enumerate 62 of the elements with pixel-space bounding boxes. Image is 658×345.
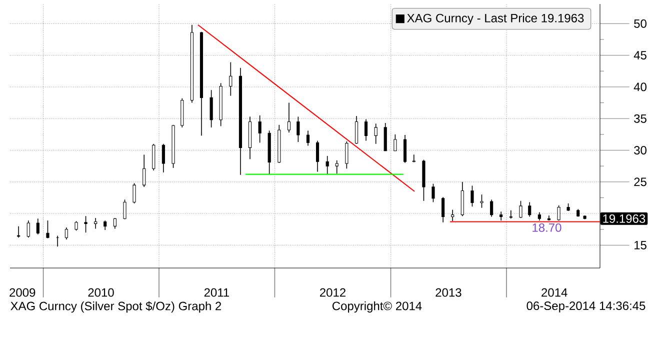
y-tick-label: 25 bbox=[634, 178, 646, 186]
candlestick bbox=[142, 154, 146, 188]
y-tick-label: 40 bbox=[634, 82, 646, 92]
annotation: 18.70 bbox=[532, 223, 562, 232]
text: 19.1963 bbox=[603, 214, 646, 223]
candlestick bbox=[152, 144, 156, 171]
text: Copyright© 2014 bbox=[332, 301, 422, 313]
x-tick-label: 2009 bbox=[10, 288, 36, 297]
candlestick bbox=[306, 130, 310, 146]
y-tick-label: 30 bbox=[634, 146, 646, 154]
candlestick bbox=[470, 185, 474, 207]
candlestick bbox=[364, 118, 368, 142]
candlestick bbox=[17, 226, 20, 238]
x-tick-label: 2014 bbox=[542, 288, 568, 297]
candlestick bbox=[94, 218, 98, 230]
candlestick bbox=[528, 202, 532, 218]
candlestick bbox=[490, 199, 494, 218]
candlestick bbox=[258, 115, 262, 144]
candlestick bbox=[46, 220, 50, 239]
candlestick bbox=[451, 209, 454, 222]
x-tick-label: 2011 bbox=[204, 288, 230, 297]
candlestick bbox=[557, 204, 560, 221]
y-tick-label: 45 bbox=[634, 51, 646, 60]
candlestick bbox=[74, 220, 78, 232]
legend-label: XAG Curncy - Last Price 19.1963 bbox=[407, 14, 584, 25]
candlestick bbox=[480, 194, 484, 208]
candlestick bbox=[26, 220, 30, 238]
candlestick bbox=[412, 154, 416, 163]
candlestick bbox=[210, 90, 213, 128]
candlestick bbox=[335, 160, 338, 174]
text: 06-Sep-2014 14:36:45 bbox=[526, 302, 646, 312]
x-tick-label: 2010 bbox=[88, 288, 114, 297]
candlestick bbox=[384, 122, 387, 152]
candlestick bbox=[104, 220, 107, 230]
candlestick bbox=[64, 227, 68, 240]
candlestick bbox=[374, 123, 378, 144]
candlestick bbox=[394, 134, 397, 152]
candlestick bbox=[113, 218, 116, 230]
y-tick-label: 35 bbox=[634, 114, 646, 123]
y-tick-label: 50 bbox=[634, 19, 646, 28]
candlestick bbox=[500, 211, 503, 221]
candlestick bbox=[162, 144, 165, 173]
y-tick-label: 15 bbox=[634, 241, 646, 250]
candlestick bbox=[442, 196, 445, 223]
candlestick bbox=[326, 156, 329, 175]
candlestick bbox=[123, 199, 126, 220]
x-tick-label: 2013 bbox=[436, 288, 462, 297]
x-tick-label: 2012 bbox=[320, 288, 346, 297]
candlestick bbox=[36, 218, 40, 235]
text: XAG Curncy (Silver Spot $/Oz) Graph 2 bbox=[10, 301, 222, 313]
candlestick bbox=[432, 183, 435, 203]
candlestick bbox=[84, 216, 88, 233]
candlestick bbox=[316, 140, 320, 172]
candlestick bbox=[287, 102, 291, 133]
candlestick bbox=[509, 210, 512, 220]
candlestick bbox=[519, 200, 522, 218]
candlestick bbox=[132, 182, 136, 204]
candlestick bbox=[229, 62, 232, 96]
candlestick bbox=[296, 116, 300, 142]
candlestick bbox=[403, 134, 407, 164]
candlestick bbox=[354, 116, 358, 144]
candlestick bbox=[345, 140, 348, 169]
